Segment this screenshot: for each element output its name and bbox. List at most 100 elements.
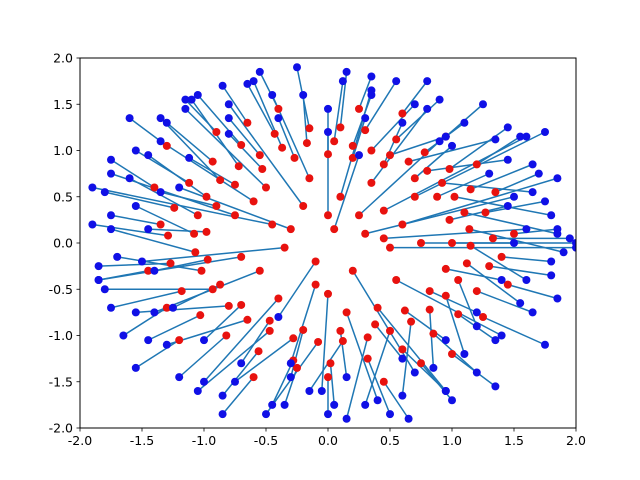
displaced-point [107,211,115,220]
ring-point [454,310,463,319]
ring-point [448,239,456,247]
displaced-point [373,396,382,405]
displaced-point [131,308,140,317]
y-tick-label: 0.0 [53,236,73,251]
displaced-point [553,174,562,183]
displacement-line [92,223,169,237]
x-tick-label: -0.5 [254,433,278,448]
ring-point [510,229,518,238]
displacement-line [476,290,533,314]
displacement-line [308,340,344,392]
ring-point [417,239,425,247]
displacement-line [414,145,453,179]
displaced-point [491,336,500,345]
ring-point [216,280,225,289]
ring-point [196,311,205,320]
y-tick-label: -1.0 [49,328,73,343]
ring-point [497,252,506,261]
ring-point [177,287,186,296]
displaced-point [503,202,512,210]
displacement-line [345,312,379,401]
displaced-point [162,118,171,127]
displacement-line [366,358,391,415]
displaced-point [534,169,543,178]
ring-point [479,313,487,321]
ring-point [170,203,179,212]
displaced-point [441,387,450,395]
displacement-line [345,337,369,419]
displacement-line [135,339,180,369]
displaced-point [218,81,227,90]
displaced-point [324,128,332,136]
ring-point [324,211,332,220]
ring-point [438,178,447,187]
displacement-line [470,163,533,191]
ring-point [330,225,339,234]
displaced-point [491,135,500,144]
displaced-point [286,373,295,382]
ring-point [398,345,407,354]
displaced-point [423,77,432,86]
displaced-point [342,414,351,423]
x-tick-label: -1.0 [192,433,216,448]
y-tick-label: 2.0 [53,51,73,66]
y-tick-label: 1.5 [53,97,73,112]
ring-points [144,104,518,386]
displaced-point [175,373,184,382]
displacement-line [364,330,391,406]
displaced-point [392,77,401,86]
displaced-point [448,141,456,150]
ring-point [404,157,413,166]
ring-point [371,320,380,329]
displaced-point [572,239,576,247]
ring-point [311,280,320,289]
displaced-point [274,114,283,123]
displaced-point [156,188,165,197]
x-tick-label: 2.0 [566,433,586,448]
ring-point [361,126,370,135]
ring-point [314,337,323,346]
displacement-line [222,376,255,415]
ring-point [407,317,416,326]
displaced-point [547,211,556,220]
ring-point [363,354,372,363]
ring-point [274,104,283,113]
ring-point [462,259,471,268]
displaced-point [553,294,562,303]
ring-point [379,234,388,243]
displaced-point [218,391,227,400]
displaced-point [156,114,165,123]
ring-point [208,285,217,294]
displaced-point [324,104,332,113]
ring-point [481,208,490,217]
displaced-point [423,104,432,113]
displacement-line [402,177,558,226]
ring-point [445,165,454,173]
y-tick-label: 1.0 [53,143,73,158]
displaced-point [491,382,500,391]
ring-point [203,255,212,264]
displaced-point [435,137,444,146]
ring-point [465,225,474,234]
displaced-point [565,234,574,243]
ring-point [258,165,267,173]
displaced-point [280,400,289,409]
displacement-line [166,122,214,163]
displacement-line [454,196,552,216]
ring-point [398,220,407,229]
ring-point [202,192,211,201]
ring-point [423,166,432,175]
ring-point [466,185,475,194]
displacement-line [495,172,540,193]
displaced-point [249,77,258,86]
displacement-line [147,314,201,341]
displacement-line [365,196,515,235]
displacement-line [110,159,155,189]
displaced-point [131,363,140,372]
ring-point [243,315,252,324]
ring-point [299,325,308,334]
ring-point [485,262,494,271]
ring-point [361,229,370,238]
displaced-point [268,400,277,409]
displaced-point [522,276,531,284]
